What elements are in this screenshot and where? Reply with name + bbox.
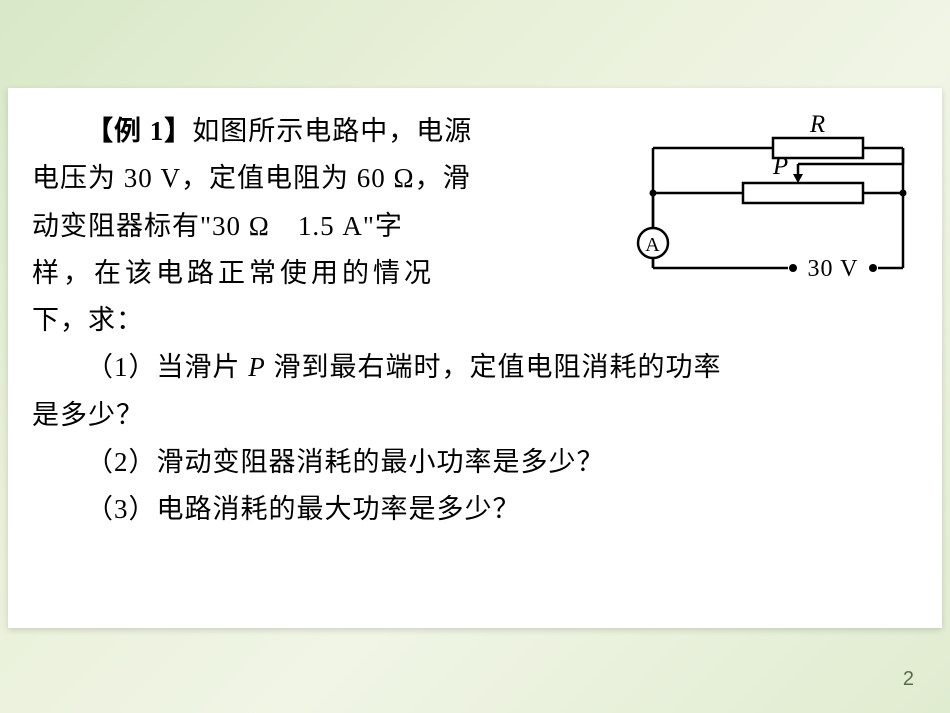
intro-line-1: 【例 1】如图所示电路中，电源 xyxy=(32,108,611,155)
source-terminal-left xyxy=(789,264,797,272)
page-number: 2 xyxy=(903,668,914,691)
question-2: （2）滑动变阻器消耗的最小功率是多少？ xyxy=(32,439,918,486)
q1-post: 滑到最右端时，定值电阻消耗的功率 xyxy=(266,352,722,382)
intro-line-5: 下，求： xyxy=(32,297,918,344)
question-3: （3）电路消耗的最大功率是多少？ xyxy=(32,486,918,533)
label-R: R xyxy=(809,111,826,138)
intro-text: 【例 1】如图所示电路中，电源 电压为 30 V，定值电阻为 60 Ω，滑 动变… xyxy=(32,108,619,297)
intro-line-3: 动变阻器标有"30 Ω 1.5 A"字 xyxy=(32,203,611,250)
slide-card: 【例 1】如图所示电路中，电源 电压为 30 V，定值电阻为 60 Ω，滑 动变… xyxy=(8,88,942,628)
label-ammeter: A xyxy=(645,234,660,256)
example-label: 【例 1】 xyxy=(86,116,192,146)
circuit-svg: R 30 V xyxy=(623,108,918,288)
label-P: P xyxy=(772,153,789,180)
intro-line-2: 电压为 30 V，定值电阻为 60 Ω，滑 xyxy=(32,155,611,202)
intro-l1: 如图所示电路中，电源 xyxy=(192,116,472,146)
q1-pre: （1）当滑片 xyxy=(86,352,248,382)
problem-body: 【例 1】如图所示电路中，电源 电压为 30 V，定值电阻为 60 Ω，滑 动变… xyxy=(32,108,918,533)
question-1: （1）当滑片 P 滑到最右端时，定值电阻消耗的功率 xyxy=(32,344,918,391)
slider-arrowhead xyxy=(793,174,803,183)
circuit-diagram: R 30 V xyxy=(623,108,918,288)
top-block: 【例 1】如图所示电路中，电源 电压为 30 V，定值电阻为 60 Ω，滑 动变… xyxy=(32,108,918,297)
label-voltage: 30 V xyxy=(808,256,859,282)
source-terminal-right xyxy=(869,264,877,272)
question-1-line2: 是多少？ xyxy=(32,392,918,439)
q1-var: P xyxy=(248,352,266,382)
intro-line-4: 样，在该电路正常使用的情况 xyxy=(32,250,611,297)
rheostat-body xyxy=(743,183,863,203)
